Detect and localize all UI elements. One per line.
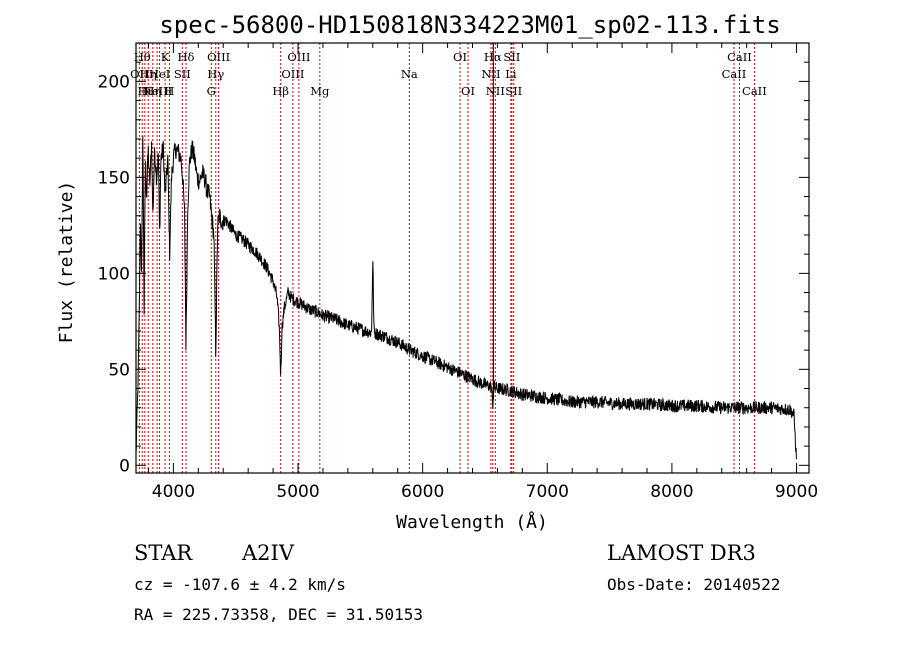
line-marker-label: NeIII bbox=[142, 84, 173, 98]
redshift-text: cz = -107.6 ± 4.2 km/s bbox=[134, 575, 346, 594]
y-axis-label: Flux (relative) bbox=[56, 181, 77, 344]
line-marker-label: Hγ bbox=[207, 67, 224, 81]
spectral-subclass: A2IV bbox=[241, 541, 295, 565]
line-marker-label: OII bbox=[130, 67, 149, 81]
line-marker-label: Li bbox=[505, 67, 517, 81]
object-class: STAR bbox=[134, 541, 193, 565]
line-marker-label: G bbox=[207, 84, 216, 98]
x-tick-label: 8000 bbox=[650, 482, 693, 502]
y-tick-label: 0 bbox=[119, 456, 130, 476]
y-tick-label: 150 bbox=[98, 168, 130, 188]
x-tick-label: 9000 bbox=[775, 482, 818, 502]
x-tick-label: 5000 bbox=[276, 482, 319, 502]
line-marker-label: Hη bbox=[144, 84, 161, 98]
line-marker-label: CaII bbox=[722, 67, 747, 81]
line-marker-labels: OIIHθHιHηHηNeIIIHeIKHSIIHδGHγOIIIHβOIIIO… bbox=[130, 50, 767, 98]
line-marker-label: Hα bbox=[484, 50, 502, 64]
line-marker-label: OI bbox=[453, 50, 467, 64]
line-marker-label: CaII bbox=[727, 50, 752, 64]
x-axis-label: Wavelength (Å) bbox=[396, 511, 548, 533]
line-marker-label: Hβ bbox=[272, 84, 289, 98]
x-tick-label: 4000 bbox=[152, 482, 195, 502]
line-marker-label: OIII bbox=[287, 50, 310, 64]
line-marker-label: OIII bbox=[281, 67, 304, 81]
y-tick-label: 50 bbox=[108, 360, 130, 380]
axis-ticks: 4000 5000 6000 7000 8000 9000 0 50 100 150 200 bbox=[98, 43, 818, 502]
line-marker-label: CaII bbox=[742, 84, 767, 98]
line-marker-label: Hη bbox=[140, 67, 157, 81]
line-marker-label: OI bbox=[461, 84, 475, 98]
line-marker-label: SII bbox=[174, 67, 191, 81]
spectrum-line bbox=[135, 42, 797, 460]
line-marker-label: Na bbox=[401, 67, 418, 81]
line-marker-label: NII bbox=[481, 67, 500, 81]
y-tick-label: 200 bbox=[98, 72, 130, 92]
survey-name: LAMOST DR3 bbox=[607, 541, 756, 565]
line-marker-label: Hθ bbox=[134, 50, 151, 64]
x-tick-label: 6000 bbox=[401, 482, 444, 502]
y-tick-label: 100 bbox=[98, 264, 130, 284]
line-marker-label: K bbox=[161, 50, 170, 64]
line-marker-label: Hι bbox=[138, 84, 153, 98]
line-marker-label: NII bbox=[486, 84, 505, 98]
chart-title: spec-56800-HD150818N334223M01_sp02-113.f… bbox=[159, 11, 780, 39]
line-marker-label: SII bbox=[503, 50, 520, 64]
obs-date: Obs-Date: 20140522 bbox=[607, 575, 780, 594]
line-marker-label: SII bbox=[505, 84, 522, 98]
line-marker-label: H bbox=[164, 84, 174, 98]
line-marker-label: Hδ bbox=[177, 50, 194, 64]
x-tick-label: 7000 bbox=[526, 482, 569, 502]
line-marker-label: HeI bbox=[149, 67, 170, 81]
coordinates: RA = 225.73358, DEC = 31.50153 bbox=[134, 605, 423, 624]
line-marker-label: OIII bbox=[207, 50, 230, 64]
line-marker-label: Mg bbox=[310, 84, 330, 98]
